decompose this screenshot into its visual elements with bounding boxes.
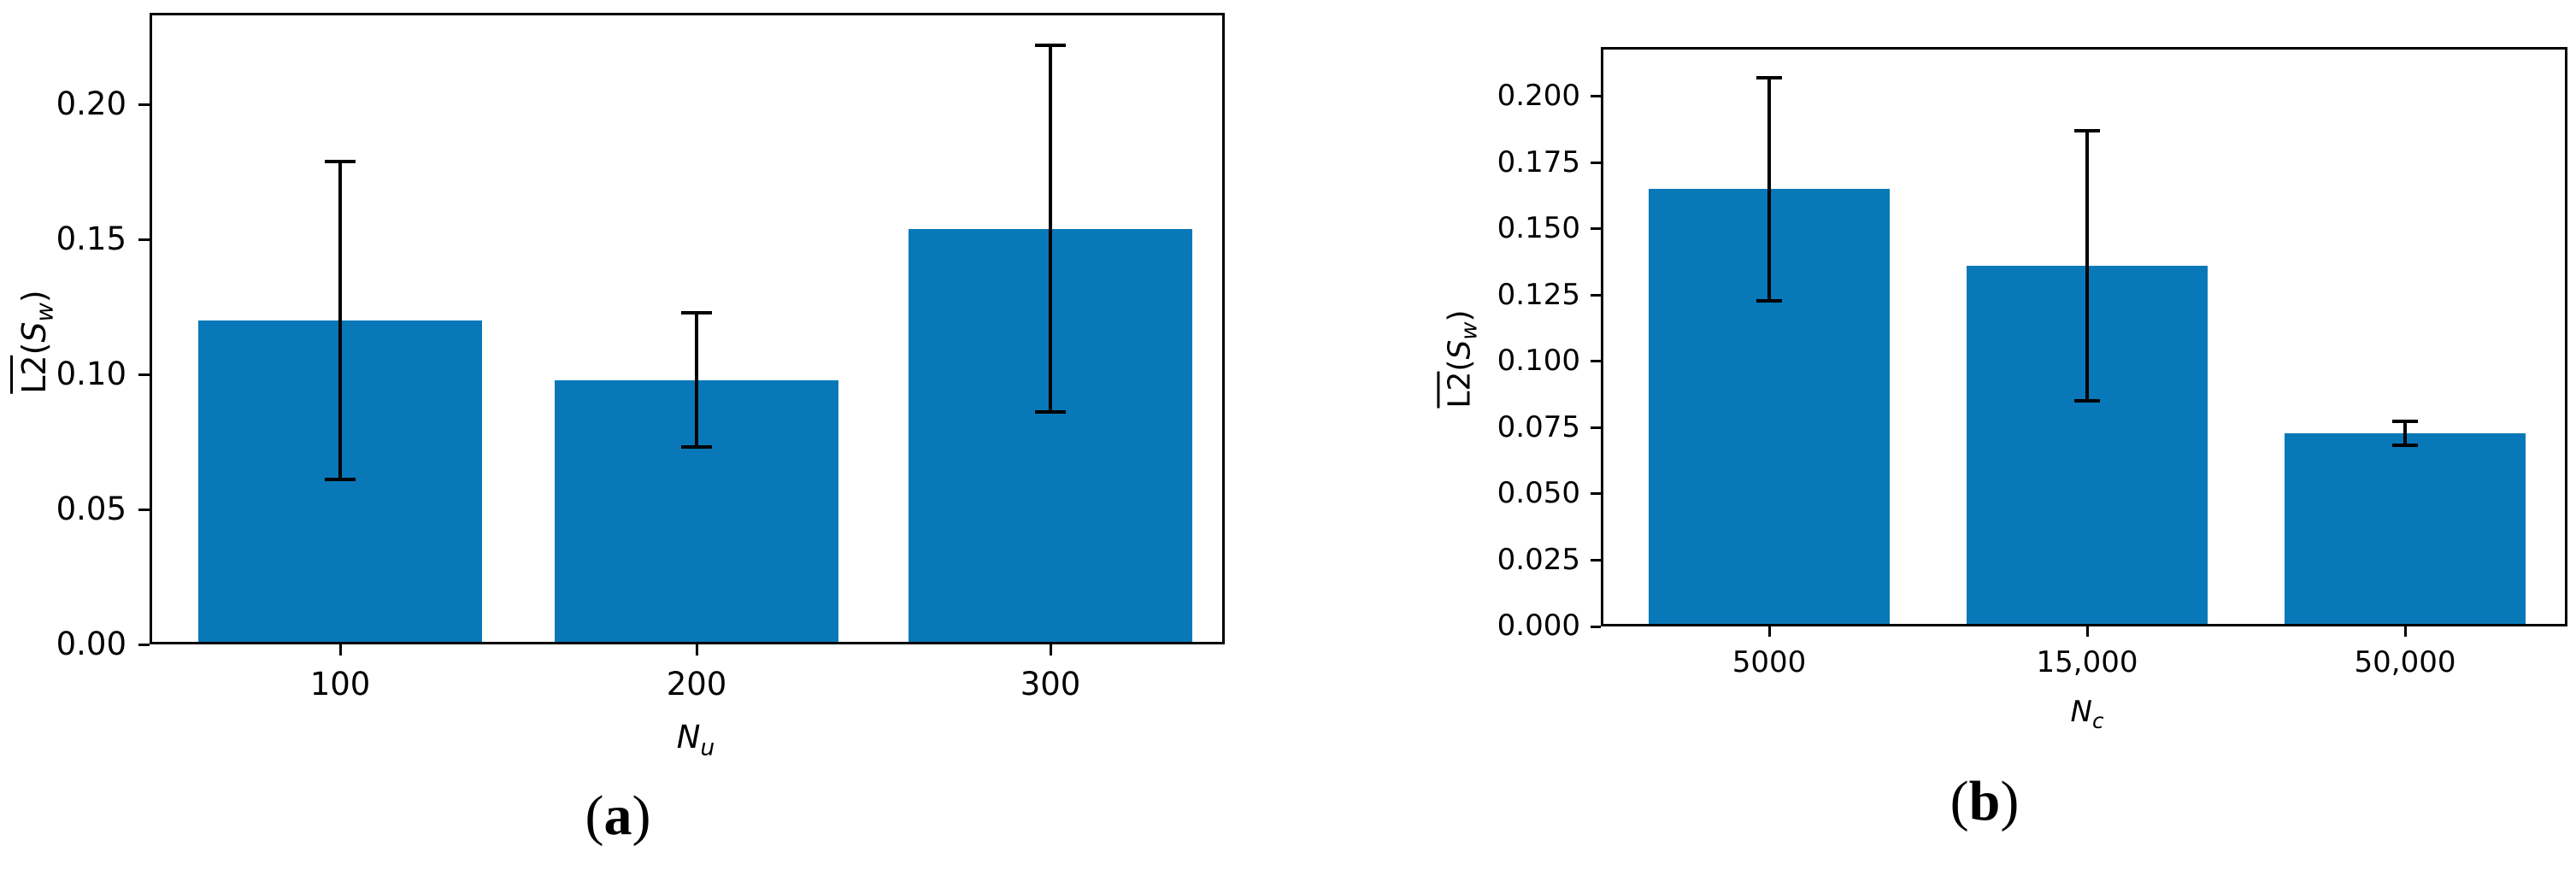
y-tick-label-b-8: 0.200: [1497, 79, 1580, 114]
caption-a: (a): [585, 788, 651, 844]
error-bar-b-2: [2403, 420, 2407, 445]
yaxis-label-close-b: ): [1442, 309, 1478, 322]
yaxis-label-sub-a: w: [32, 303, 59, 322]
y-tick-a-2: [138, 373, 150, 376]
error-cap-top-a-2: [1035, 43, 1066, 47]
y-tick-label-b-1: 0.025: [1497, 542, 1580, 577]
y-tick-b-8: [1591, 95, 1601, 98]
yaxis-label-var-a: S: [15, 321, 54, 343]
yaxis-label-var-b: S: [1442, 339, 1478, 360]
yaxis-label-b: L2(Sw): [1437, 309, 1483, 409]
yaxis-label-a: L2(Sw): [10, 290, 59, 394]
error-bar-b-1: [2085, 131, 2089, 402]
error-bar-a-2: [1049, 44, 1052, 413]
x-tick-b-0: [1767, 626, 1771, 637]
y-tick-a-3: [138, 238, 150, 241]
y-tick-label-b-2: 0.050: [1497, 476, 1580, 511]
y-tick-label-b-6: 0.150: [1497, 211, 1580, 246]
caption-a-open: (: [585, 785, 604, 847]
y-tick-label-b-7: 0.175: [1497, 144, 1580, 179]
y-tick-label-b-5: 0.125: [1497, 277, 1580, 312]
y-tick-b-2: [1591, 492, 1601, 496]
y-tick-b-5: [1591, 293, 1601, 297]
y-tick-b-6: [1591, 227, 1601, 231]
y-tick-b-7: [1591, 161, 1601, 164]
xaxis-label-sub-b: c: [2091, 708, 2104, 733]
caption-b: (b): [1950, 773, 2020, 830]
y-tick-b-3: [1591, 426, 1601, 429]
y-tick-label-b-3: 0.075: [1497, 409, 1580, 444]
caption-b-open: (: [1950, 770, 1969, 832]
y-tick-label-b-4: 0.100: [1497, 344, 1580, 379]
x-tick-a-0: [338, 644, 342, 656]
xaxis-label-sub-a: u: [700, 734, 715, 761]
caption-a-letter: a: [603, 785, 632, 847]
error-cap-bottom-b-2: [2392, 443, 2418, 447]
yaxis-label-open-a: (: [15, 342, 54, 356]
x-tick-label-b-0: 5000: [1732, 645, 1807, 679]
error-cap-bottom-b-1: [2074, 399, 2100, 403]
error-bar-a-0: [338, 161, 342, 480]
y-tick-b-0: [1591, 625, 1601, 628]
yaxis-label-overline-a: L2: [10, 355, 54, 394]
y-tick-label-a-1: 0.05: [56, 490, 126, 527]
error-cap-bottom-a-0: [325, 478, 356, 482]
caption-b-close: ): [2000, 770, 2020, 832]
error-bar-b-0: [1767, 78, 1771, 301]
y-tick-label-a-3: 0.15: [56, 220, 126, 258]
yaxis-label-overline-b: L2: [1437, 371, 1478, 409]
x-tick-label-b-2: 50,000: [2354, 645, 2456, 679]
caption-b-letter: b: [1968, 770, 2001, 832]
y-tick-a-1: [138, 508, 150, 511]
x-tick-label-a-1: 200: [666, 666, 727, 703]
x-tick-a-1: [695, 644, 698, 656]
x-tick-a-2: [1049, 644, 1052, 656]
x-tick-label-a-0: 100: [309, 666, 371, 703]
xaxis-label-base-a: N: [676, 719, 701, 755]
x-tick-b-1: [2085, 626, 2089, 637]
plot-box-a: [150, 13, 1225, 644]
yaxis-label-sub-b: w: [1456, 321, 1483, 340]
plot-box-b: [1601, 47, 2567, 626]
y-tick-label-a-0: 0.00: [56, 625, 126, 662]
error-cap-top-b-2: [2392, 419, 2418, 423]
y-tick-a-4: [138, 103, 150, 106]
xaxis-label-base-b: N: [2070, 695, 2092, 729]
x-tick-label-a-2: 300: [1020, 666, 1081, 703]
error-cap-bottom-b-0: [1756, 298, 1782, 303]
y-tick-label-a-4: 0.20: [56, 85, 126, 123]
x-tick-b-2: [2403, 626, 2407, 637]
error-cap-bottom-a-1: [681, 445, 712, 450]
error-cap-top-b-0: [1756, 76, 1782, 80]
y-tick-a-0: [138, 643, 150, 646]
y-tick-label-a-2: 0.10: [56, 355, 126, 392]
bar-b-2: [2285, 432, 2526, 626]
error-cap-top-b-1: [2074, 129, 2100, 133]
y-tick-b-1: [1591, 558, 1601, 561]
x-tick-label-b-1: 15,000: [2036, 645, 2138, 679]
caption-a-close: ): [632, 785, 651, 847]
xaxis-label-b: Nc: [2071, 697, 2104, 732]
xaxis-label-a: Nu: [677, 721, 715, 760]
y-tick-b-4: [1591, 360, 1601, 363]
y-tick-label-b-0: 0.000: [1497, 608, 1580, 644]
yaxis-label-open-b: (: [1442, 359, 1478, 372]
error-cap-top-a-1: [681, 310, 712, 315]
error-cap-bottom-a-2: [1035, 410, 1066, 414]
yaxis-label-close-a: ): [15, 290, 54, 303]
error-cap-top-a-0: [325, 159, 356, 163]
error-bar-a-1: [695, 312, 698, 448]
